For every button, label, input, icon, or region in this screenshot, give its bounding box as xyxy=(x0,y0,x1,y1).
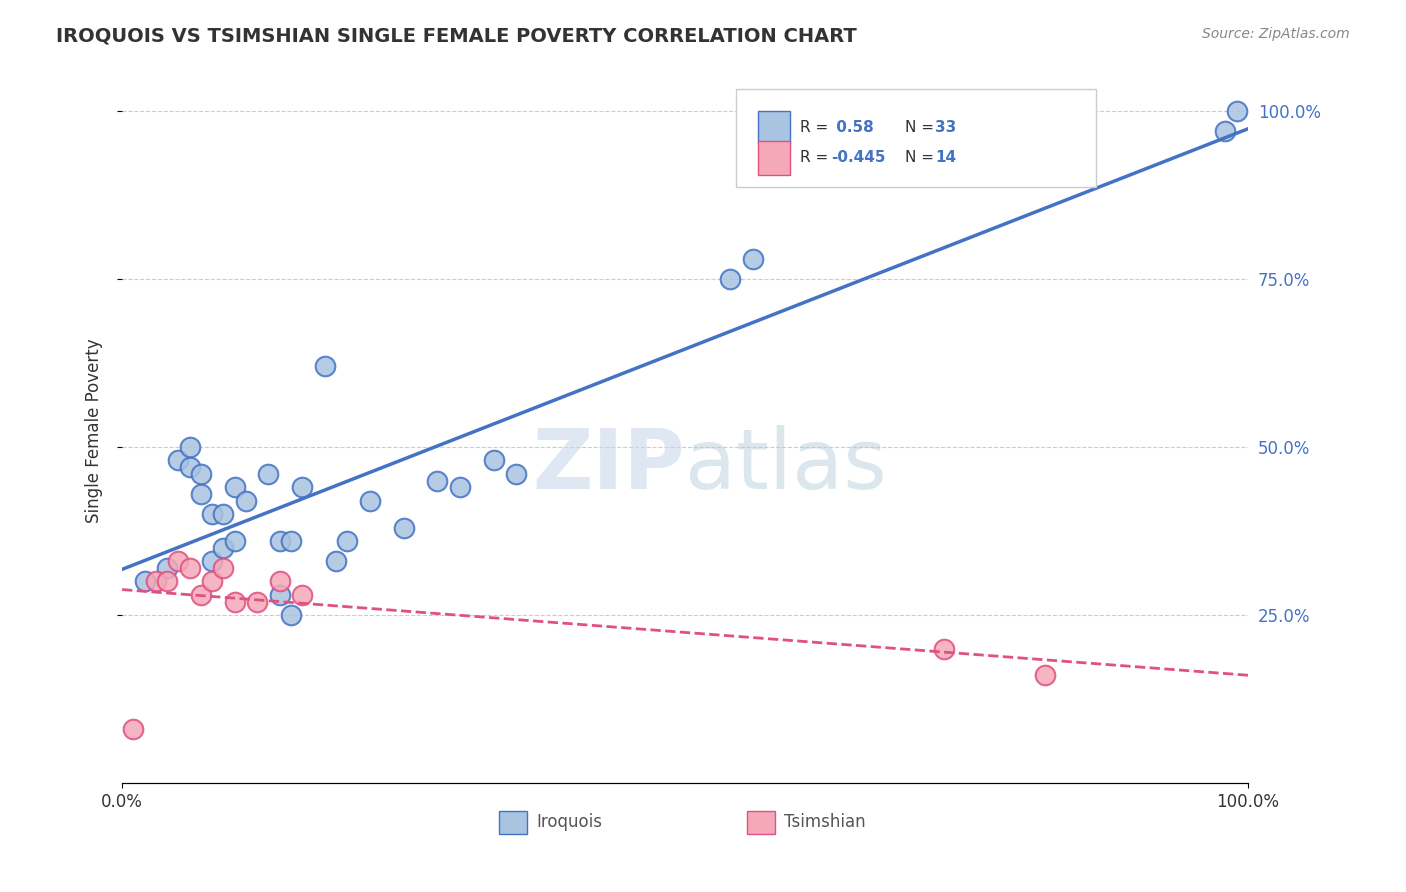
Text: R =: R = xyxy=(800,120,832,135)
Text: IROQUOIS VS TSIMSHIAN SINGLE FEMALE POVERTY CORRELATION CHART: IROQUOIS VS TSIMSHIAN SINGLE FEMALE POVE… xyxy=(56,27,858,45)
Point xyxy=(718,272,741,286)
Point xyxy=(212,541,235,555)
Point xyxy=(122,722,145,736)
Point xyxy=(224,594,246,608)
Text: R =: R = xyxy=(800,151,832,165)
Text: ZIP: ZIP xyxy=(533,425,685,506)
Text: N =: N = xyxy=(904,120,938,135)
Y-axis label: Single Female Poverty: Single Female Poverty xyxy=(86,338,103,523)
Point xyxy=(1215,124,1237,138)
Text: N =: N = xyxy=(904,151,938,165)
Point xyxy=(190,467,212,481)
Point xyxy=(190,487,212,501)
Point xyxy=(257,467,280,481)
Text: atlas: atlas xyxy=(685,425,887,506)
Point xyxy=(224,480,246,494)
Point xyxy=(505,467,527,481)
Text: 0.58: 0.58 xyxy=(831,120,875,135)
Point xyxy=(280,607,302,622)
Text: Source: ZipAtlas.com: Source: ZipAtlas.com xyxy=(1202,27,1350,41)
Point xyxy=(426,474,449,488)
Point xyxy=(167,453,190,467)
Point xyxy=(224,534,246,549)
Point xyxy=(179,460,201,475)
Point xyxy=(359,493,381,508)
Point xyxy=(246,594,269,608)
Point xyxy=(212,561,235,575)
Text: -0.445: -0.445 xyxy=(831,151,886,165)
Point xyxy=(325,554,347,568)
Point xyxy=(280,534,302,549)
FancyBboxPatch shape xyxy=(758,141,790,175)
FancyBboxPatch shape xyxy=(735,89,1097,186)
Point xyxy=(336,534,359,549)
Point xyxy=(291,588,314,602)
Point xyxy=(179,561,201,575)
FancyBboxPatch shape xyxy=(499,811,527,834)
Point xyxy=(741,252,763,266)
Text: 14: 14 xyxy=(935,151,956,165)
Point xyxy=(269,588,291,602)
Point xyxy=(156,561,179,575)
Point xyxy=(201,574,224,589)
Point xyxy=(156,574,179,589)
Point xyxy=(269,534,291,549)
Point xyxy=(482,453,505,467)
Point xyxy=(145,574,167,589)
FancyBboxPatch shape xyxy=(747,811,775,834)
Text: Iroquois: Iroquois xyxy=(537,814,602,831)
Point xyxy=(201,507,224,521)
Text: Tsimshian: Tsimshian xyxy=(785,814,866,831)
Point xyxy=(235,493,257,508)
Point xyxy=(190,588,212,602)
Point xyxy=(212,507,235,521)
Point xyxy=(201,554,224,568)
Point xyxy=(134,574,156,589)
Point xyxy=(269,574,291,589)
Point xyxy=(291,480,314,494)
Point xyxy=(1226,103,1249,118)
Point xyxy=(1033,668,1056,682)
FancyBboxPatch shape xyxy=(758,111,790,145)
Point xyxy=(932,641,955,656)
Point xyxy=(314,359,336,374)
Point xyxy=(449,480,471,494)
Text: 33: 33 xyxy=(935,120,956,135)
Point xyxy=(167,554,190,568)
Point xyxy=(392,521,415,535)
Point xyxy=(179,440,201,454)
